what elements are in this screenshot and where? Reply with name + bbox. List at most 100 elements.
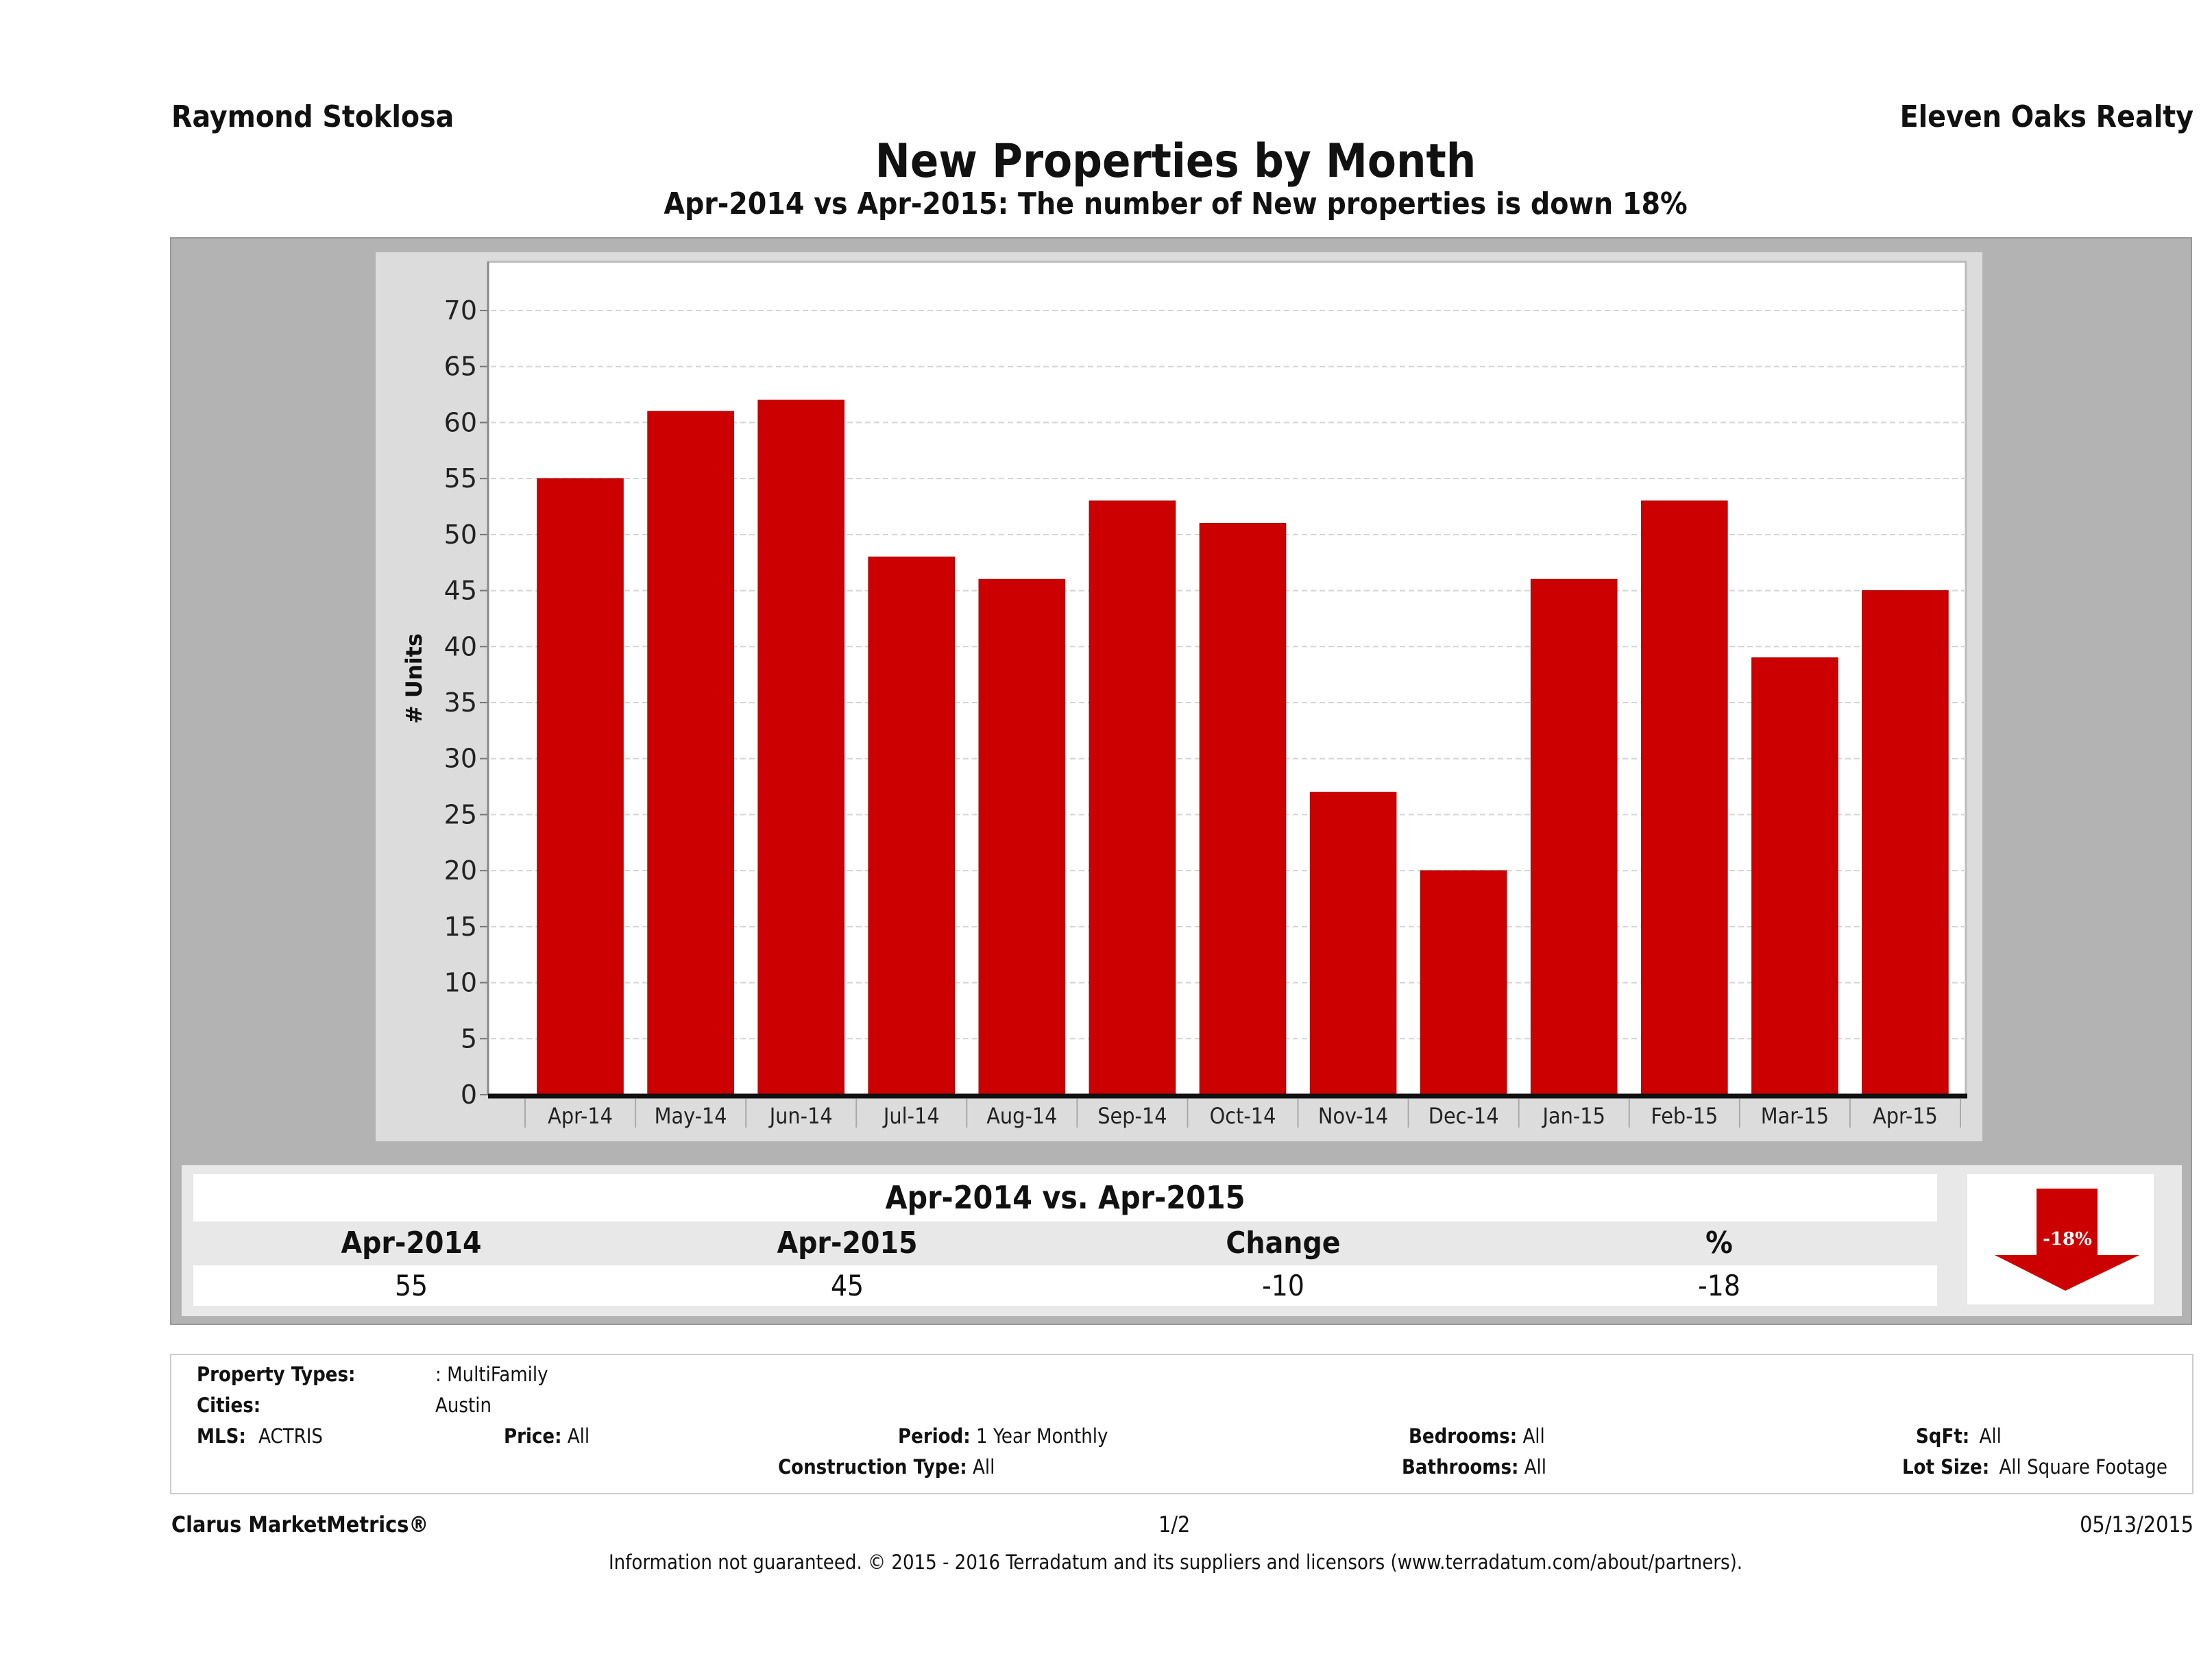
bar bbox=[1530, 579, 1618, 1095]
filter-summary: Property Types: : MultiFamily Cities: Au… bbox=[170, 1354, 2193, 1494]
filter-label: Property Types: bbox=[197, 1363, 356, 1386]
filter-label: Cities: bbox=[197, 1394, 261, 1417]
filter-bathrooms: Bathrooms: All bbox=[1402, 1455, 1546, 1479]
bar-chart: 0 5 10 15 20 25 30 35 40 45 50 55 60 65 70 Apr-14 May-1… bbox=[401, 260, 1967, 1129]
stats-header-cell: Change bbox=[1226, 1226, 1341, 1261]
filter-label: MLS: bbox=[197, 1424, 246, 1448]
chart-subtitle: Apr-2014 vs Apr-2015: The number of New … bbox=[664, 186, 1688, 221]
y-tick-label: 5 bbox=[461, 1023, 477, 1054]
stats-header-cell: Apr-2015 bbox=[777, 1226, 918, 1261]
axes bbox=[487, 262, 1967, 1128]
gridlines-over bbox=[480, 310, 1966, 1095]
x-tick-label: Jul-14 bbox=[882, 1103, 940, 1129]
x-tick-label: May-14 bbox=[655, 1103, 727, 1129]
filter-lot-size: Lot Size: All Square Footage bbox=[1902, 1455, 2167, 1479]
filter-label: Bathrooms: bbox=[1402, 1455, 1519, 1479]
bar bbox=[1862, 590, 1949, 1095]
stats-value-cell: -18 bbox=[1698, 1269, 1740, 1302]
filter-value: All bbox=[1522, 1424, 1545, 1448]
y-axis-label: # Units bbox=[401, 633, 427, 724]
product-name: Clarus MarketMetrics® bbox=[171, 1511, 429, 1537]
bars bbox=[537, 400, 1949, 1095]
filter-value: All bbox=[973, 1455, 995, 1479]
bar bbox=[1641, 500, 1728, 1095]
disclaimer: Information not guaranteed. © 2015 - 201… bbox=[608, 1551, 1743, 1574]
filter-label: SqFt: bbox=[1916, 1424, 1970, 1448]
y-tick-label: 50 bbox=[444, 520, 477, 550]
filter-value: : MultiFamily bbox=[435, 1363, 548, 1386]
x-tick-label: Apr-15 bbox=[1873, 1103, 1938, 1129]
bar bbox=[1089, 500, 1176, 1095]
filter-sqft: SqFt: All bbox=[1916, 1424, 2002, 1448]
y-tick-label: 25 bbox=[444, 799, 477, 829]
stats-header-cell: % bbox=[1705, 1226, 1733, 1261]
filter-value: ACTRIS bbox=[258, 1424, 323, 1448]
filter-value: All bbox=[567, 1424, 590, 1448]
stats-value-cell: -10 bbox=[1262, 1269, 1304, 1302]
stats-header-cell: Apr-2014 bbox=[341, 1226, 482, 1261]
y-tick-label: 20 bbox=[444, 855, 477, 886]
bar bbox=[757, 400, 845, 1095]
stats-header-row: Apr-2014 Apr-2015 Change % bbox=[193, 1221, 1937, 1265]
y-tick-label: 0 bbox=[461, 1080, 477, 1110]
x-tick-label: Mar-15 bbox=[1761, 1103, 1829, 1129]
down-arrow-icon: -18% bbox=[1995, 1189, 2139, 1291]
y-tick-label: 35 bbox=[444, 688, 477, 718]
x-tick-label: Feb-15 bbox=[1651, 1103, 1718, 1129]
filter-mls: MLS: ACTRIS bbox=[197, 1424, 323, 1448]
bar bbox=[978, 579, 1066, 1095]
x-tick-label: Aug-14 bbox=[986, 1103, 1057, 1129]
y-tick-label: 40 bbox=[444, 631, 477, 661]
stats-value-cell: 55 bbox=[394, 1269, 428, 1302]
chart-title: New Properties by Month bbox=[875, 134, 1476, 189]
change-badge-label: -18% bbox=[2043, 1229, 2092, 1250]
filter-property-types: Property Types: bbox=[197, 1363, 355, 1386]
x-tick-label: Nov-14 bbox=[1318, 1103, 1388, 1129]
y-tick-labels: 0 5 10 15 20 25 30 35 40 45 50 55 60 65 70 bbox=[444, 295, 477, 1110]
y-tick-label: 55 bbox=[444, 463, 477, 494]
stats-value-cell: 45 bbox=[830, 1269, 864, 1302]
bar bbox=[1420, 870, 1507, 1095]
filter-value: Austin bbox=[435, 1394, 491, 1417]
filter-label: Construction Type: bbox=[778, 1455, 967, 1479]
filter-label: Price: bbox=[504, 1424, 562, 1448]
change-badge: -18% bbox=[1967, 1174, 2154, 1304]
filter-label: Period: bbox=[898, 1424, 971, 1448]
x-tick-label: Oct-14 bbox=[1210, 1103, 1276, 1129]
y-tick-label: 30 bbox=[444, 744, 477, 774]
y-tick-label: 15 bbox=[444, 912, 477, 942]
bar bbox=[868, 557, 956, 1095]
filter-cities: Cities: bbox=[197, 1394, 260, 1417]
filter-value: 1 Year Monthly bbox=[975, 1424, 1108, 1448]
bar bbox=[537, 478, 624, 1095]
filter-label: Lot Size: bbox=[1902, 1455, 1990, 1479]
filter-value: All bbox=[1979, 1424, 2002, 1448]
brokerage-name: Eleven Oaks Realty bbox=[1899, 99, 2193, 134]
x-tick-label: Jan-15 bbox=[1542, 1103, 1605, 1129]
page-number: 1/2 bbox=[1158, 1511, 1191, 1537]
x-tick-label: Sep-14 bbox=[1097, 1103, 1167, 1129]
bar bbox=[1309, 792, 1397, 1095]
report-date: 05/13/2015 bbox=[2080, 1511, 2193, 1537]
x-tick-label: Apr-14 bbox=[548, 1103, 613, 1129]
y-tick-label: 65 bbox=[444, 352, 477, 382]
x-tick-labels: Apr-14 May-14 Jun-14 Jul-14 Aug-14 Sep-14 Oct-… bbox=[548, 1103, 1938, 1129]
filter-label: Bedrooms: bbox=[1409, 1424, 1518, 1448]
bar bbox=[647, 411, 734, 1095]
filter-value: All Square Footage bbox=[1999, 1455, 2167, 1479]
filter-price: Price: All bbox=[504, 1424, 590, 1448]
y-tick-label: 70 bbox=[444, 295, 477, 326]
x-tick-label: Jun-14 bbox=[768, 1103, 833, 1129]
bar bbox=[1751, 657, 1838, 1095]
y-tick-label: 60 bbox=[444, 407, 477, 437]
y-tick-label: 10 bbox=[444, 968, 477, 998]
filter-bedrooms: Bedrooms: All bbox=[1409, 1424, 1545, 1448]
stats-title: Apr-2014 vs. Apr-2015 bbox=[193, 1174, 1937, 1221]
y-tick-label: 45 bbox=[444, 576, 477, 606]
filter-construction: Construction Type: All bbox=[778, 1455, 995, 1479]
filter-period: Period: 1 Year Monthly bbox=[898, 1424, 1108, 1448]
filter-value: All bbox=[1524, 1455, 1547, 1479]
stats-value-row: 55 45 -10 -18 bbox=[193, 1265, 1937, 1306]
agent-name: Raymond Stoklosa bbox=[171, 99, 454, 134]
x-tick-label: Dec-14 bbox=[1429, 1103, 1499, 1129]
